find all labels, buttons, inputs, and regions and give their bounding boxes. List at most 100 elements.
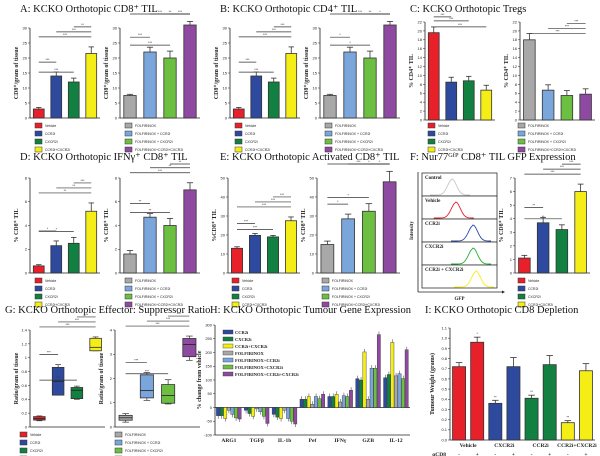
legend-label: CCR2i	[30, 441, 41, 445]
panel-title: C: KCKO Orthotopic Tregs	[410, 4, 526, 15]
legend-swatch	[321, 277, 330, 284]
y-tick-label: 6	[515, 91, 518, 96]
bar	[345, 396, 350, 408]
y-tick-label: 1.0	[441, 336, 447, 341]
legend-swatch	[222, 357, 234, 363]
bar	[50, 75, 63, 119]
y-tick-label: 8	[515, 82, 518, 87]
y-axis-label: CD8⁺/gram of tissue	[303, 46, 310, 99]
legend-label: FOLFIRINOX+CCR2i+CXCR2i	[332, 303, 380, 307]
sig-label: **	[494, 395, 497, 399]
legend-swatch	[19, 439, 28, 446]
y-tick-label: 20	[221, 232, 226, 237]
y-tick-label: 1	[25, 355, 28, 360]
acd8-sign: -	[531, 452, 533, 456]
group-label: CCR2i+CXCR2i	[557, 443, 597, 449]
y-tick-label: 40	[310, 194, 315, 199]
legend-label: FOLFIRINOX	[125, 433, 147, 437]
legend-label: FOLFIRINOX+CCR2i+CXCR2i	[335, 148, 383, 152]
y-tick-label: 6	[115, 199, 118, 204]
histogram-curve	[451, 224, 491, 242]
y-tick-label: 2	[25, 247, 28, 252]
y-tick-label: 22	[513, 19, 518, 24]
sig-label: ***	[263, 33, 268, 37]
bar	[560, 422, 575, 441]
bar	[303, 399, 308, 408]
y-axis-label: Ratio/gram of tissue	[14, 352, 20, 404]
sig-label: *	[47, 227, 49, 231]
y-tick-label: 40	[221, 194, 226, 199]
y-tick-label: 6	[510, 189, 513, 194]
legend-label: FOLFIRINOX	[335, 124, 357, 128]
y-tick-label: 10	[513, 73, 518, 78]
panel-I: I: KCKO Orthotopic CD8 Depletion 0.0 0.1 0.…	[425, 305, 597, 456]
sig-label: ***	[574, 20, 579, 24]
track-label: CXCR2i	[425, 245, 444, 250]
y-tick-label: 18	[513, 37, 518, 42]
legend-swatch	[517, 130, 526, 137]
bar	[258, 407, 263, 412]
box	[182, 338, 197, 358]
sig-label: *	[347, 194, 349, 198]
bar	[183, 189, 197, 274]
sig-label: ***	[54, 68, 59, 72]
y-tick-label: 0.4	[21, 397, 27, 402]
y-tick-label: 0.9	[441, 346, 447, 351]
y-tick-label: 12	[418, 64, 423, 69]
legend-label: CCR2i	[438, 132, 449, 136]
bar	[524, 397, 539, 441]
y-tick-label: 0.8	[441, 356, 447, 361]
y-tick-label: 2	[110, 376, 113, 381]
y-tick-label: 20	[513, 28, 518, 33]
legend-label: CXCR2i	[45, 140, 58, 144]
legend-swatch	[114, 447, 123, 454]
y-tick-label: 0.0	[441, 437, 447, 442]
y-tick-label: 0.1	[441, 427, 447, 432]
sig-label: ***	[158, 10, 163, 14]
legend-label: CCR2i+CXCR2i	[245, 148, 270, 152]
legend-swatch	[222, 364, 234, 370]
sig-label: ***	[254, 68, 259, 72]
panel-H: H: KCKO Orthotopic Tumour Gene Expressio…	[197, 305, 412, 444]
y-tick-label: 15	[313, 70, 318, 75]
y-tick-label: 0.3	[441, 407, 447, 412]
bar	[254, 407, 259, 410]
bar	[383, 24, 397, 119]
panel-D: D: KCKO Orthotopic IFNγ⁺ CD8⁺ TIL 0 2 4 6 8 % …	[13, 152, 200, 308]
bar	[317, 398, 322, 408]
legend-label: FOLFIRINOX	[528, 124, 550, 128]
histogram-track	[421, 264, 498, 289]
sig-label: **	[530, 390, 533, 394]
legend-swatch	[222, 336, 234, 342]
y-tick-label: 8	[115, 175, 118, 180]
sig-label: **	[542, 215, 545, 219]
legend-label: FOLFIRINOX	[135, 279, 157, 283]
legend-swatch	[321, 293, 330, 300]
y-tick-label: 5	[510, 203, 513, 208]
panel-F: F: Nur77ᴳᶠᴾ CD8⁺ TIL GFP Expression 0 1 2 3 4…	[410, 152, 590, 308]
gfp-histograms: Intensity GFP Control Vehicle CCR2i CXCR2i CCR…	[410, 172, 505, 302]
y-tick-label: 0.2	[441, 417, 447, 422]
y-tick-label: 16	[513, 46, 518, 51]
legend-label: FOLFIRINOX+CCR2i+CXCR2i	[528, 148, 576, 152]
bar	[232, 108, 245, 119]
sig-label: ***	[244, 219, 249, 223]
panel-A: A: KCKO Orthotopic CD8⁺ TIL 0 5 10 15 20 25 30 C…	[13, 4, 200, 153]
y-tick-label: 0.6	[21, 383, 27, 388]
legend-swatch	[234, 146, 243, 153]
bar	[480, 89, 493, 121]
y-tick-label: 0.6	[441, 376, 447, 381]
y-tick-label: 100	[205, 377, 212, 382]
legend-swatch	[114, 439, 123, 446]
subplot: 0 2 4 6 8 10 12 14 16 18 20 22 % CD4⁺ TIL *** *** ***	[503, 19, 595, 122]
bar	[32, 108, 45, 119]
legend-swatch	[124, 293, 133, 300]
legend-swatch	[517, 277, 526, 284]
subplot: 0 1 2 3 4 Ratio/gram of tissue *** *** *** *** ***	[99, 312, 200, 429]
bar	[555, 229, 569, 274]
bar	[216, 407, 220, 416]
bar	[249, 234, 261, 274]
y-tick-label: 20	[223, 55, 228, 60]
